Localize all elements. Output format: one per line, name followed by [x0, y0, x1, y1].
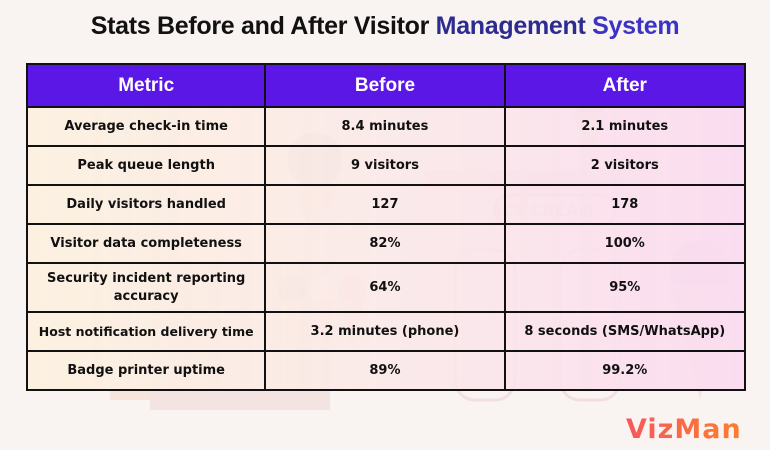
table-row: Visitor data completeness 82% 100% [25, 223, 747, 264]
before-cell: 3.2 minutes (phone) [264, 311, 506, 352]
before-cell: 64% [264, 262, 506, 313]
title-part-3: System [592, 12, 680, 40]
before-cell: 82% [264, 223, 506, 264]
metric-cell: Daily visitors handled [25, 184, 267, 225]
table-row: Daily visitors handled 127 178 [25, 184, 747, 225]
metric-cell: Badge printer uptime [25, 350, 267, 391]
title-part-2: Management [435, 12, 593, 40]
after-cell: 2 visitors [503, 145, 747, 186]
after-cell: 2.1 minutes [503, 106, 747, 147]
header-after: After [503, 63, 747, 108]
after-cell: 100% [503, 223, 747, 264]
before-cell: 89% [264, 350, 506, 391]
stats-table: Metric Before After Average check-in tim… [25, 63, 747, 391]
vizman-logo: VizMan [626, 414, 742, 445]
before-cell: 9 visitors [264, 145, 506, 186]
after-cell: 99.2% [503, 350, 747, 391]
header-metric: Metric [25, 63, 267, 108]
table-row: Peak queue length 9 visitors 2 visitors [25, 145, 747, 186]
metric-cell: Host notification delivery time [25, 311, 267, 352]
table-row: Security incident reporting accuracy 64%… [25, 262, 747, 313]
title-part-1: Stats Before and After Visitor [90, 12, 436, 40]
before-cell: 127 [264, 184, 506, 225]
table-row: Average check-in time 8.4 minutes 2.1 mi… [25, 106, 747, 147]
header-before: Before [264, 63, 506, 108]
metric-cell: Visitor data completeness [25, 223, 267, 264]
metric-cell: Security incident reporting accuracy [25, 262, 267, 313]
metric-cell: Average check-in time [25, 106, 267, 147]
table-row: Badge printer uptime 89% 99.2% [25, 350, 747, 391]
page-title: Stats Before and After Visitor Managemen… [0, 12, 770, 41]
after-cell: 95% [503, 262, 747, 313]
table-header-row: Metric Before After [25, 63, 747, 108]
before-cell: 8.4 minutes [264, 106, 506, 147]
after-cell: 178 [503, 184, 747, 225]
table-row: Host notification delivery time 3.2 minu… [25, 311, 747, 352]
after-cell: 8 seconds (SMS/WhatsApp) [503, 311, 747, 352]
metric-cell: Peak queue length [25, 145, 267, 186]
